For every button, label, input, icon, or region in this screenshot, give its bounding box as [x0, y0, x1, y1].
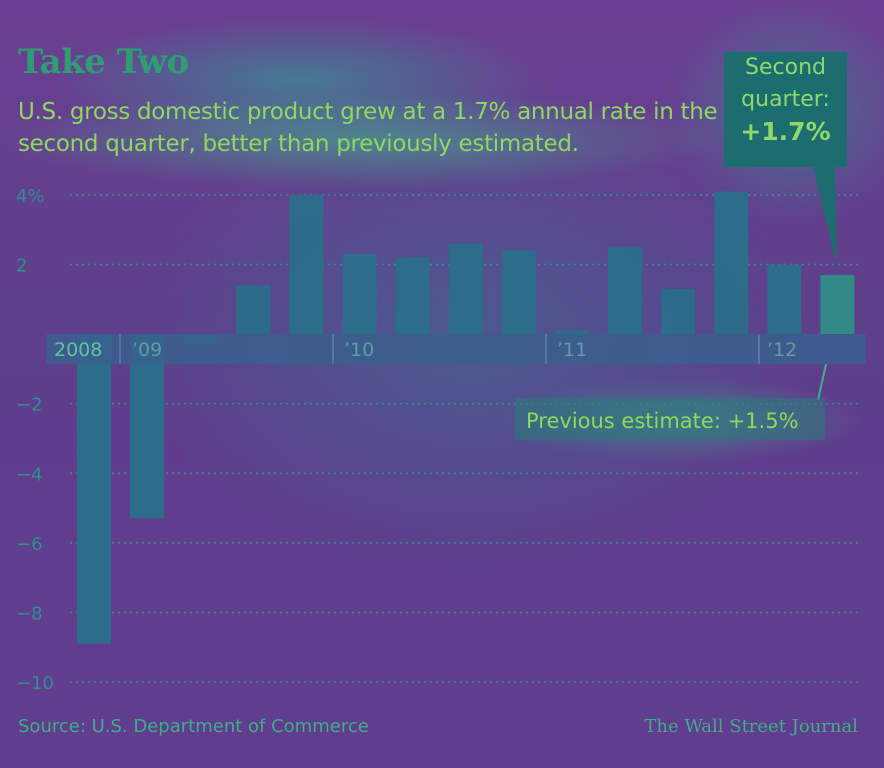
publisher-credit: The Wall Street Journal	[644, 716, 858, 737]
callout-value: +1.7%	[740, 117, 831, 146]
bar-2009-q3	[236, 285, 271, 335]
callout-line1: Second	[745, 55, 826, 80]
bar-2009-q4	[289, 195, 324, 335]
year-label-4: ’12	[767, 339, 797, 361]
previous-estimate-box	[515, 398, 825, 440]
previous-estimate-label: Previous estimate: +1.5%	[526, 409, 799, 433]
bar-2011-q4	[714, 191, 749, 335]
y-tick-label: −6	[16, 534, 43, 555]
second-quarter-callout: Second quarter: +1.7%	[724, 52, 847, 167]
y-tick-label: −4	[16, 464, 43, 485]
bar-2010-q4	[501, 250, 536, 335]
y-tick-label: −2	[16, 395, 43, 416]
year-label-3: ’11	[557, 339, 587, 361]
source-note: Source: U.S. Department of Commerce	[18, 716, 369, 737]
y-tick-label: −8	[16, 603, 43, 624]
chart-subtitle: U.S. gross domestic product grew at a 1.…	[18, 99, 718, 157]
bar-2008-q4	[77, 334, 111, 644]
year-label-1: ’09	[132, 339, 162, 361]
bar-2011-q1	[554, 330, 589, 335]
bar-2010-q1	[342, 254, 377, 335]
previous-estimate-pointer	[817, 363, 827, 401]
year-label-2: ’10	[344, 339, 374, 361]
bar-2010-q3	[448, 243, 483, 335]
bar-2012-q1	[767, 264, 802, 335]
chart-title: Take Two	[18, 42, 189, 82]
bar-2009-q1	[130, 334, 165, 519]
bar-2010-q2	[395, 257, 430, 335]
year-label-0: 2008	[54, 339, 102, 361]
y-tick-label: −10	[16, 673, 54, 694]
y-tick-label: 4%	[16, 186, 45, 207]
bar-2011-q3	[661, 288, 696, 335]
bar-2011-q2	[608, 247, 642, 335]
bar-2012-q2	[820, 275, 855, 335]
callout-line2: quarter:	[741, 87, 830, 112]
x-axis-band	[46, 334, 866, 365]
y-tick-label: 2	[16, 256, 27, 277]
